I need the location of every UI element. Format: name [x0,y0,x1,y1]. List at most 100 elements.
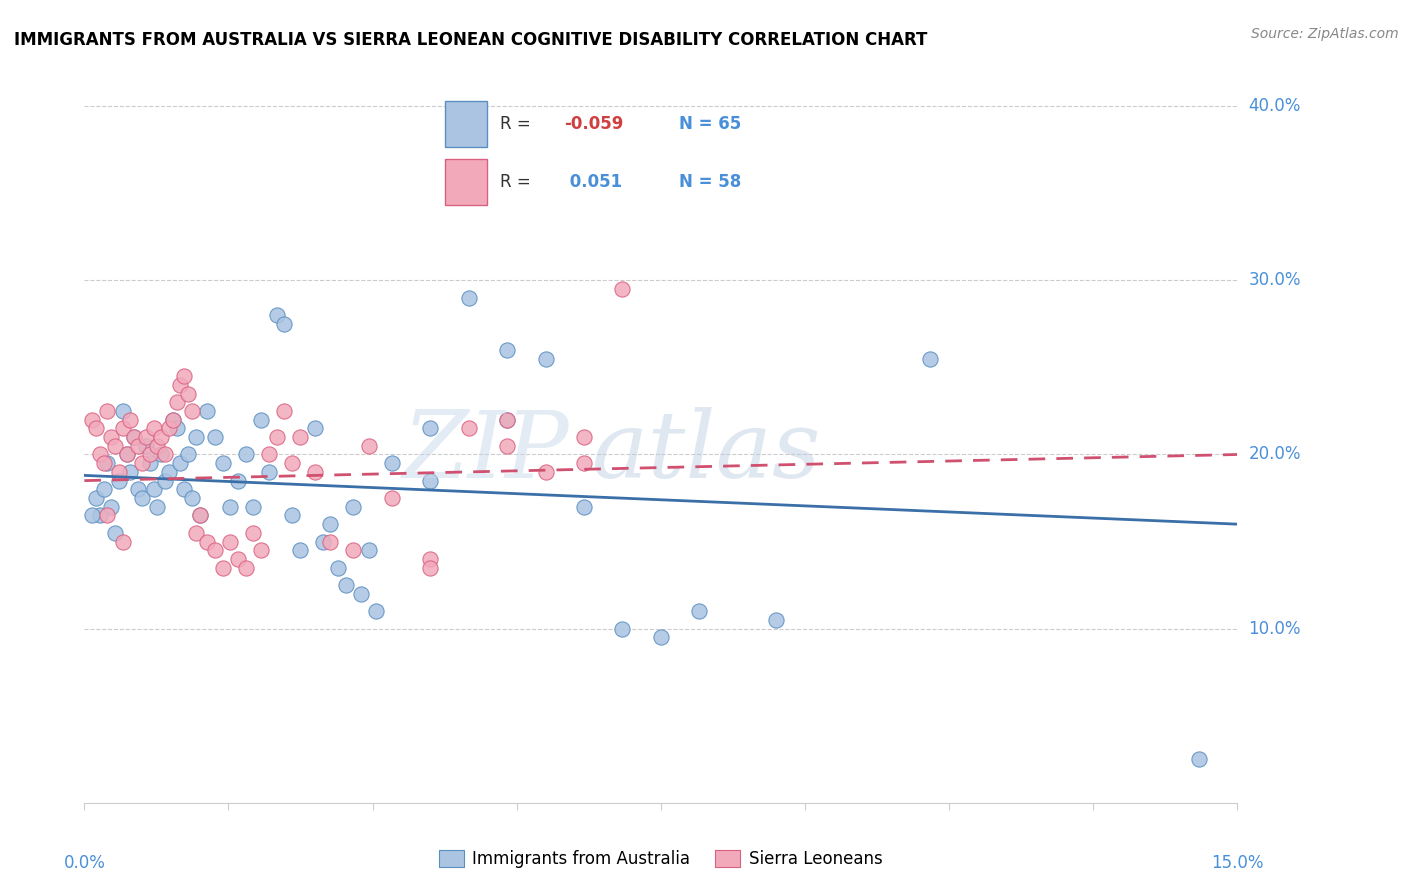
Point [650,631,672,645]
Point [153,448,176,462]
Point [150,448,173,462]
Point [211,456,233,470]
Point [124,430,146,444]
Point [326,560,349,574]
Point [366,604,388,618]
Text: ZIP: ZIP [402,407,568,497]
Point [226,474,249,488]
Point [111,534,134,549]
Point [288,543,311,558]
Point [257,448,280,462]
Point [319,517,342,532]
Point [80,412,103,426]
Point [204,430,226,444]
Point [350,587,373,601]
Point [162,412,184,426]
Point [342,543,364,558]
Point [381,491,404,505]
Text: atlas: atlas [592,407,821,497]
Point [242,500,264,514]
Point [765,613,787,627]
Point [111,421,134,435]
Point [342,500,364,514]
Point [181,491,204,505]
Point [273,317,295,331]
Point [188,508,211,523]
Point [173,369,195,384]
Point [150,430,173,444]
Point [235,448,257,462]
Point [242,525,264,540]
Text: 30.0%: 30.0% [1249,271,1301,289]
Point [266,430,288,444]
Point [104,439,127,453]
Point [184,430,207,444]
Point [612,622,634,636]
Point [250,412,273,426]
Point [304,421,326,435]
Text: 10.0%: 10.0% [1249,620,1301,638]
Point [177,448,200,462]
Point [496,412,519,426]
Point [188,508,211,523]
Point [219,500,242,514]
Point [457,421,479,435]
Point [281,508,304,523]
Point [181,404,204,418]
Point [335,578,357,592]
Point [146,439,169,453]
Point [96,456,118,470]
Point [211,560,233,574]
Point [918,351,941,366]
Point [257,465,280,479]
Point [135,430,157,444]
Point [496,439,519,453]
Text: 15.0%: 15.0% [1211,854,1264,872]
Point [142,483,165,497]
Point [219,534,242,549]
Point [534,465,557,479]
Point [89,508,111,523]
Point [688,604,710,618]
Point [157,421,180,435]
Point [96,404,118,418]
Point [108,465,131,479]
Point [357,543,380,558]
Point [288,430,311,444]
Point [281,456,304,470]
Point [89,448,111,462]
Point [357,439,380,453]
Point [419,560,441,574]
Point [146,500,169,514]
Point [235,560,257,574]
Point [153,474,176,488]
Point [84,421,107,435]
Point [572,456,595,470]
Point [496,343,519,357]
Point [419,552,441,566]
Point [534,351,557,366]
Point [169,456,191,470]
Point [173,483,195,497]
Point [195,404,218,418]
Point [108,474,131,488]
Point [96,508,118,523]
Point [273,404,295,418]
Point [496,412,519,426]
Point [169,377,191,392]
Point [120,412,142,426]
Point [142,421,165,435]
Point [572,430,595,444]
Point [100,500,122,514]
Point [162,412,184,426]
Point [166,395,188,409]
Point [131,456,153,470]
Point [135,439,157,453]
Point [93,483,115,497]
Point [419,474,441,488]
Point [319,534,342,549]
Point [138,456,160,470]
Point [100,430,122,444]
Point [84,491,107,505]
Text: Source: ZipAtlas.com: Source: ZipAtlas.com [1251,27,1399,41]
